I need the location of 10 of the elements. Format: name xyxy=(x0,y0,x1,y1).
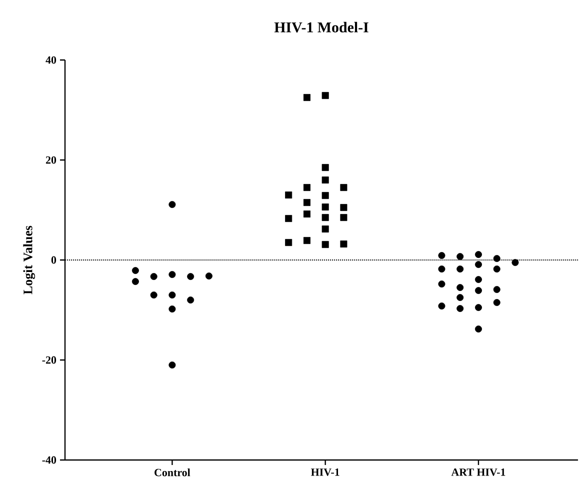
y-tick-label: -20 xyxy=(42,356,56,364)
y-tick-label: 0 xyxy=(51,256,56,264)
x-tick-label: ART HIV-1 xyxy=(451,468,506,476)
chart-title: HIV-1 Model-I xyxy=(274,22,368,32)
y-axis-title: Logit Values xyxy=(23,226,36,294)
x-tick-label: HIV-1 xyxy=(311,468,340,476)
y-tick-label: -40 xyxy=(42,456,56,464)
y-tick-label: 20 xyxy=(46,156,56,164)
y-tick-label: 40 xyxy=(46,56,56,64)
x-tick-label: Control xyxy=(154,468,190,476)
